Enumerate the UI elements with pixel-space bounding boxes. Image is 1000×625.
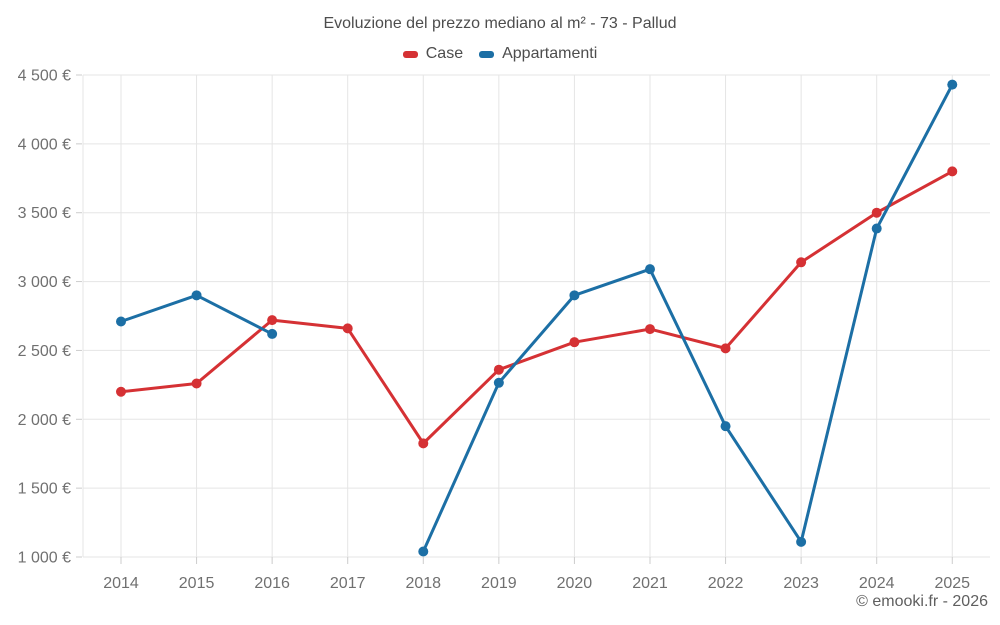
- series-case-point-2016: [267, 315, 278, 326]
- x-tick-label: 2016: [254, 575, 290, 592]
- y-tick-label: 2 500 €: [18, 343, 71, 360]
- y-tick-label: 4 500 €: [18, 68, 71, 85]
- series-appartamenti-point-2025: [947, 79, 958, 90]
- legend-swatch-appartamenti-icon: [479, 50, 495, 58]
- series-appartamenti-point-2019: [493, 377, 504, 388]
- series-case-point-2023: [796, 257, 807, 268]
- tick-marks: [76, 74, 953, 564]
- y-tick-label: 3 000 €: [18, 274, 71, 291]
- series-case-line: [119, 169, 954, 445]
- series-case-point-2014: [116, 386, 126, 397]
- y-tick-label: 4 000 €: [18, 136, 71, 153]
- series-appartamenti-point-2014: [116, 316, 126, 327]
- series-case-point-2018: [418, 438, 429, 449]
- y-tick-label: 1 000 €: [18, 550, 71, 567]
- grid-lines: [82, 74, 990, 558]
- series-case-point-2017: [342, 323, 353, 334]
- legend-label-appartamenti: Appartamenti: [502, 45, 598, 62]
- series-appartamenti-point-2022: [720, 421, 731, 432]
- x-tick-label: 2014: [103, 575, 139, 592]
- chart-title: Evoluzione del prezzo mediano al m² - 73…: [323, 15, 677, 32]
- y-tick-label: 1 500 €: [18, 481, 71, 498]
- series-appartamenti-line: [421, 83, 954, 553]
- x-tick-label: 2020: [557, 575, 593, 592]
- series-appartamenti-point-2016: [267, 328, 278, 339]
- series-appartamenti-point-2015: [191, 290, 202, 301]
- x-tick-label: 2017: [330, 575, 366, 592]
- x-tick-label: 2025: [934, 575, 970, 592]
- axis-labels: 1 000 € 1 500 € 2 000 € 2 500 € 3 000 € 3 500…: [18, 68, 971, 593]
- series-appartamenti: [116, 79, 958, 557]
- legend-label-case: Case: [425, 45, 464, 62]
- series-case-point-2015: [191, 378, 202, 389]
- y-tick-label: 3 500 €: [18, 205, 71, 222]
- x-tick-label: 2015: [179, 575, 215, 592]
- chart-legend: Case Appartamenti: [0, 45, 1000, 63]
- legend-swatch-case-icon: [402, 50, 418, 58]
- series-appartamenti-point-2020: [569, 290, 580, 301]
- y-tick-label: 2 000 €: [18, 412, 71, 429]
- series-case-point-2025: [947, 166, 958, 177]
- series-appartamenti-point-2024: [871, 223, 882, 234]
- series-case-point-2024: [871, 207, 882, 218]
- x-tick-label: 2022: [708, 575, 744, 592]
- series-appartamenti-point-2023: [796, 536, 807, 547]
- x-tick-label: 2021: [632, 575, 668, 592]
- series-case-point-2020: [569, 337, 580, 348]
- series-case: [116, 166, 958, 449]
- legend-item-case[interactable]: Case: [402, 45, 464, 63]
- x-tick-label: 2018: [405, 575, 441, 592]
- series-case-point-2021: [644, 324, 655, 335]
- x-tick-label: 2024: [859, 575, 895, 592]
- copyright-text: © emooki.fr - 2026: [856, 593, 988, 610]
- x-tick-label: 2023: [783, 575, 819, 592]
- series-appartamenti-point-2018: [418, 546, 429, 557]
- legend-item-appartamenti[interactable]: Appartamenti: [479, 45, 597, 63]
- series-case-point-2019: [493, 364, 504, 375]
- series-appartamenti-point-2021: [644, 264, 655, 275]
- x-tick-label: 2019: [481, 575, 517, 592]
- series-case-point-2022: [720, 343, 731, 354]
